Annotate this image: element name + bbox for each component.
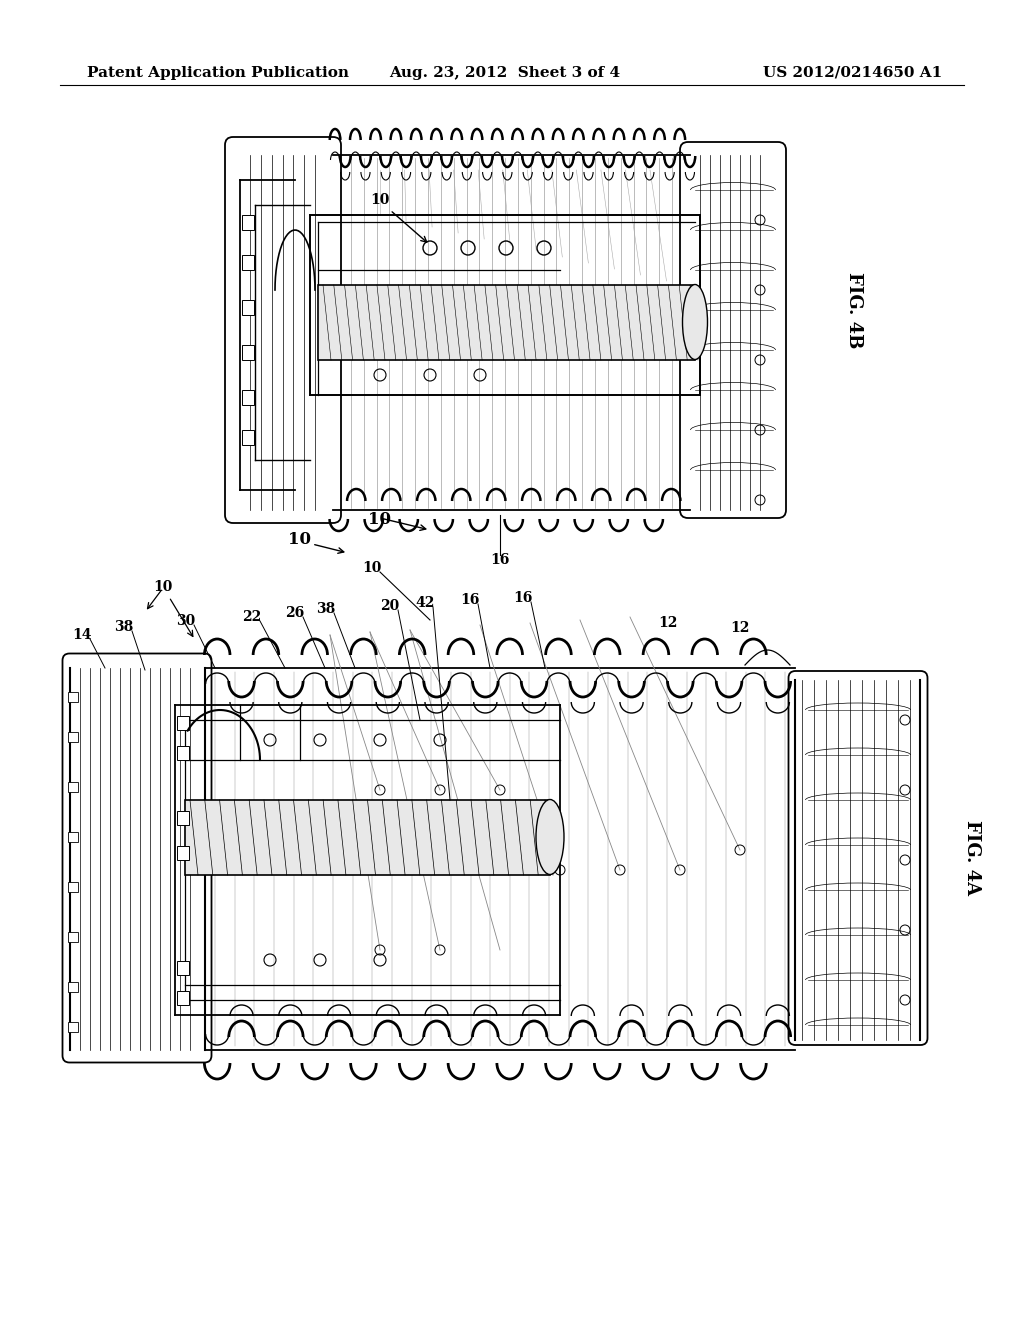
Text: 10: 10: [371, 193, 390, 207]
Bar: [68, 832, 78, 842]
Text: 20: 20: [380, 599, 399, 612]
Bar: [242, 430, 254, 445]
Ellipse shape: [536, 800, 564, 874]
Bar: [68, 932, 78, 942]
Bar: [68, 781, 78, 792]
Bar: [68, 1022, 78, 1032]
Text: 10: 10: [369, 511, 391, 528]
Bar: [177, 991, 189, 1005]
Bar: [242, 300, 254, 315]
Bar: [68, 733, 78, 742]
Text: 30: 30: [176, 614, 196, 628]
Bar: [177, 810, 189, 825]
Bar: [177, 715, 189, 730]
Text: FIG. 4B: FIG. 4B: [845, 272, 863, 348]
Bar: [185, 800, 550, 875]
Text: 12: 12: [730, 620, 750, 635]
Text: 38: 38: [316, 602, 336, 616]
Bar: [242, 255, 254, 271]
Text: 22: 22: [243, 610, 261, 624]
Text: 12: 12: [658, 616, 678, 630]
Text: 10: 10: [154, 579, 193, 636]
Text: 16: 16: [461, 593, 479, 607]
Text: FIG. 4A: FIG. 4A: [963, 821, 981, 895]
Bar: [68, 692, 78, 702]
Ellipse shape: [683, 285, 708, 359]
Bar: [242, 345, 254, 360]
Bar: [68, 982, 78, 993]
Text: 16: 16: [490, 553, 510, 568]
Bar: [177, 746, 189, 760]
Text: 26: 26: [286, 606, 304, 620]
Bar: [177, 961, 189, 975]
Text: Patent Application Publication: Patent Application Publication: [87, 66, 349, 81]
Text: 42: 42: [416, 597, 434, 610]
Bar: [318, 285, 695, 360]
FancyBboxPatch shape: [62, 653, 212, 1063]
Text: 14: 14: [73, 628, 92, 642]
Bar: [68, 882, 78, 892]
Bar: [242, 215, 254, 230]
Text: 10: 10: [289, 532, 311, 549]
Text: 16: 16: [513, 591, 532, 605]
Text: Aug. 23, 2012  Sheet 3 of 4: Aug. 23, 2012 Sheet 3 of 4: [389, 66, 621, 81]
FancyBboxPatch shape: [680, 143, 786, 517]
Bar: [242, 389, 254, 405]
Text: 38: 38: [115, 620, 133, 634]
Text: 10: 10: [362, 561, 382, 576]
Bar: [177, 846, 189, 861]
FancyBboxPatch shape: [788, 671, 928, 1045]
FancyBboxPatch shape: [225, 137, 341, 523]
Text: US 2012/0214650 A1: US 2012/0214650 A1: [763, 66, 942, 81]
